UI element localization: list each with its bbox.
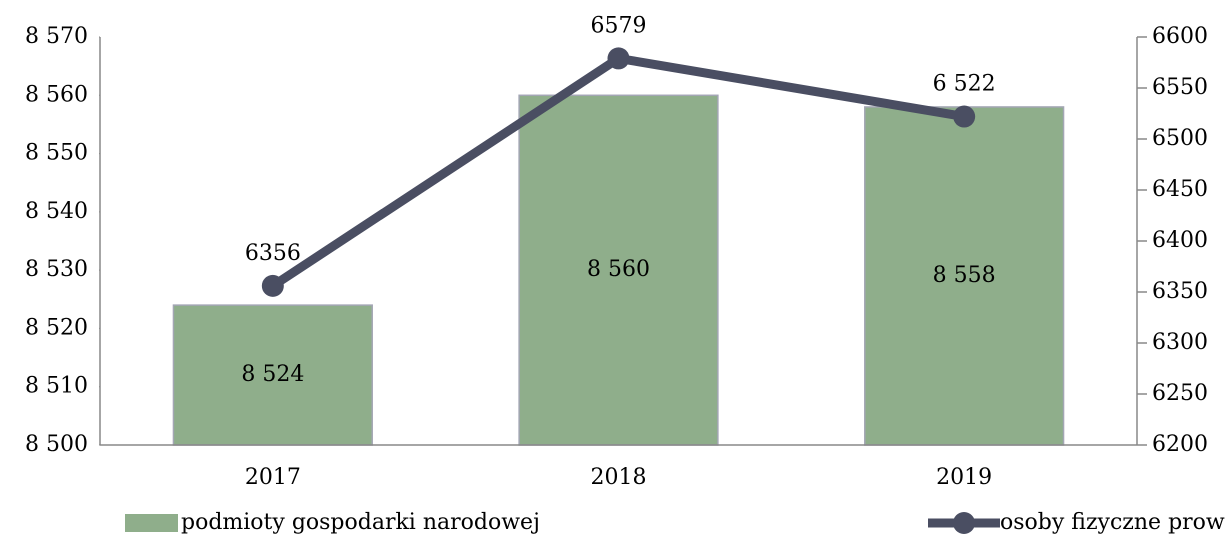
bar-value-label: 8 524 (241, 362, 304, 387)
x-tick-label: 2018 (591, 465, 647, 490)
y-tick-label: 8 500 (25, 432, 88, 457)
y-tick-label: 8 540 (25, 199, 88, 224)
bar (518, 94, 719, 446)
bar (172, 304, 373, 446)
legend-label: podmioty gospodarki narodowej (181, 510, 540, 535)
legend-swatch (125, 514, 178, 532)
y2-tick-label: 6600 (1152, 24, 1208, 49)
y2-tick-label: 6200 (1152, 432, 1208, 457)
legend-marker (953, 512, 975, 534)
y-tick-label: 8 550 (25, 141, 88, 166)
bar-value-label: 8 558 (933, 263, 996, 288)
line-value-label: 6356 (245, 241, 301, 266)
y-tick-label: 8 560 (25, 82, 88, 107)
bar (864, 106, 1065, 446)
line-value-label: 6579 (591, 13, 647, 38)
y2-tick-label: 6300 (1152, 330, 1208, 355)
y2-tick-label: 6550 (1152, 75, 1208, 100)
y-tick-label: 8 510 (25, 374, 88, 399)
y2-tick-label: 6350 (1152, 279, 1208, 304)
line-marker (261, 274, 284, 297)
legend-label: osoby fizyczne prowadzące działalność (1000, 510, 1225, 535)
line-value-label: 6 522 (933, 72, 996, 97)
y-tick-label: 8 570 (25, 24, 88, 49)
y-tick-label: 8 530 (25, 257, 88, 282)
line-marker (953, 105, 976, 128)
y2-tick-label: 6400 (1152, 228, 1208, 253)
line-marker (607, 47, 630, 70)
y2-tick-label: 6250 (1152, 381, 1208, 406)
y2-tick-label: 6500 (1152, 126, 1208, 151)
x-tick-label: 2019 (936, 465, 992, 490)
bar-value-label: 8 560 (587, 257, 650, 282)
x-tick-label: 2017 (245, 465, 301, 490)
y2-tick-label: 6450 (1152, 177, 1208, 202)
y-tick-label: 8 520 (25, 315, 88, 340)
